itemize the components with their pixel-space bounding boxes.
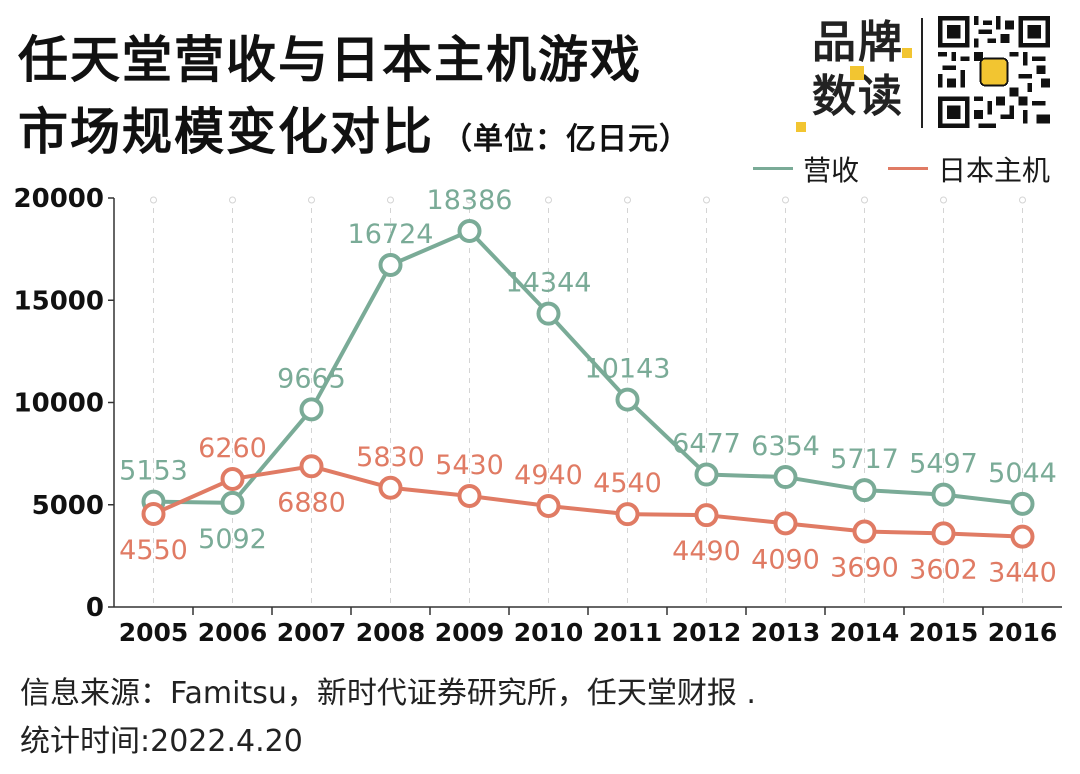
data-point [1010,491,1035,516]
data-label: 4940 [514,460,583,491]
data-point [615,387,640,412]
x-tick-label: 2014 [830,618,900,647]
data-label: 5092 [198,524,267,555]
y-tick-label: 0 [86,593,104,623]
data-point [299,454,324,479]
data-point [536,301,561,326]
data-point [773,465,798,490]
grid-marker [703,196,710,204]
data-point [852,519,877,544]
data-point [931,482,956,507]
data-point [773,511,798,536]
x-tick-label: 2012 [672,618,742,647]
data-point [1010,524,1035,549]
series-line [152,464,1023,539]
legend-label: 营收 [803,153,860,187]
chart-title-line2-text: 市场规模变化对比 [18,103,434,161]
data-label: 3602 [909,554,978,585]
grid-marker [861,196,868,204]
brand-accent-square [796,122,806,132]
data-point [378,252,403,277]
y-tick-label: 10000 [14,389,104,419]
x-tick-label: 2009 [435,618,505,647]
x-tick-label: 2008 [356,618,426,647]
data-point [220,466,245,491]
data-label: 6880 [277,487,346,518]
x-tick-label: 2006 [198,618,268,647]
data-point [220,490,245,515]
data-point [457,219,482,244]
data-label: 3440 [988,558,1057,589]
stat-date: 统计时间:2022.4.20 [20,724,303,759]
x-tick-label: 2011 [593,618,663,647]
data-point [141,501,166,526]
grid-marker [1019,196,1026,204]
data-label: 5717 [830,444,899,475]
data-point [299,397,324,422]
chart-title-line2: 市场规模变化对比 （单位：亿日元） [18,92,690,164]
data-point [615,502,640,527]
legend-swatch [887,167,928,170]
data-label: 6477 [672,429,741,460]
legend-item: 日本主机 [887,149,1050,189]
source-note: 信息来源：Famitsu，新时代证券研究所，任天堂财报 . [20,676,756,711]
grid-marker [150,196,157,204]
x-tick-label: 2007 [277,618,347,647]
data-point [694,503,719,528]
y-tick-label: 15000 [14,286,104,316]
data-label: 18386 [427,185,513,216]
grid-marker [545,196,552,204]
grid-marker [624,196,631,204]
unit-label: （单位：亿日元） [442,122,690,157]
brand-line1: 品牌 [812,17,904,68]
data-label: 3690 [830,553,899,584]
data-label: 6354 [751,431,820,462]
brand-divider [921,18,923,128]
series-line [153,229,1023,506]
y-tick-label: 5000 [32,491,104,521]
data-label: 5830 [356,442,425,473]
footer: 信息来源：Famitsu，新时代证券研究所，任天堂财报 . 统计时间:2022.… [20,670,756,766]
data-label: 14344 [506,268,592,299]
data-label: 10143 [585,354,671,385]
data-label: 6260 [198,433,267,464]
data-label: 5153 [119,456,188,487]
data-label: 4090 [751,544,820,575]
x-tick-label: 2015 [909,618,979,647]
legend-label: 日本主机 [937,153,1050,187]
legend-swatch [753,167,794,170]
data-point [852,478,877,503]
data-point [694,462,719,487]
data-label: 5430 [435,450,504,481]
data-label: 5497 [909,449,978,480]
data-label: 4490 [672,536,741,567]
grid-marker [940,196,947,204]
data-label: 9665 [277,363,346,394]
grid-marker [229,196,236,204]
grid-marker [308,196,315,204]
y-tick-label: 20000 [14,184,104,214]
data-label: 4550 [119,535,188,566]
x-tick-label: 2010 [514,618,584,647]
x-tick-label: 2016 [988,618,1058,647]
grid-marker [387,196,394,204]
x-tick-label: 2013 [751,618,821,647]
data-label: 4540 [593,468,662,499]
grid-marker [782,196,789,204]
grid-marker [466,196,473,204]
data-point [536,493,561,518]
chart-legend: 营收 日本主机 [733,144,1050,189]
legend-item: 营收 [753,149,859,189]
data-point [378,475,403,500]
chart-title-line1: 任天堂营收与日本主机游戏 [18,31,642,89]
data-point [457,483,482,508]
qr-code-icon [938,16,1050,128]
data-label: 16724 [348,219,434,250]
data-point [931,521,956,546]
brand-accent-square [902,48,912,58]
x-tick-label: 2005 [119,618,189,647]
brand-accent-square [850,66,864,80]
data-label: 5044 [988,458,1057,489]
